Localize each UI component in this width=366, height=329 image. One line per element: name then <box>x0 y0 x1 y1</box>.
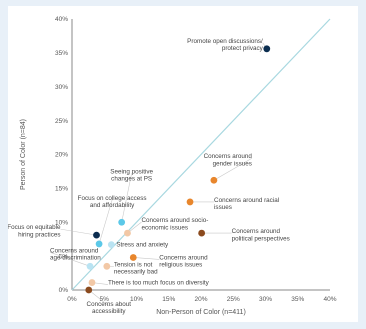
point-label: Concerns around religious issues <box>159 254 208 268</box>
x-tick-label: 5% <box>100 296 110 303</box>
x-tick-label: 40% <box>323 296 336 303</box>
y-tick-label: 15% <box>55 186 68 193</box>
data-point <box>103 262 111 270</box>
point-label: Concerns around racial issues <box>214 197 279 211</box>
point-label-leader <box>121 173 132 223</box>
point-label: Concerns around gender issues <box>204 153 253 167</box>
point-label: Seeing positive changes at PS <box>110 168 153 182</box>
data-point <box>186 198 194 206</box>
point-label: There is too much focus on diversity <box>108 280 210 287</box>
x-tick-label: 0% <box>67 296 77 303</box>
data-point <box>107 241 115 249</box>
y-tick-label: 35% <box>55 50 68 57</box>
point-label-leader <box>60 228 97 236</box>
y-axis-title: Person of Color (n=84) <box>20 119 27 190</box>
x-tick-label: 35% <box>291 296 304 303</box>
data-point <box>85 286 93 294</box>
y-tick-label: 10% <box>55 219 68 226</box>
data-point <box>88 279 96 286</box>
y-tick-label: 30% <box>55 84 68 91</box>
y-tick-label: 20% <box>55 152 68 159</box>
scatter-chart: 0%5%10%15%20%25%30%35%40%0%5%10%15%20%25… <box>7 16 336 316</box>
point-label: Concerns around socio-economic issues <box>141 217 208 231</box>
point-label: Stress and anxiety <box>116 242 169 249</box>
point-label-leader <box>213 157 253 181</box>
y-tick-label: 40% <box>55 16 68 23</box>
point-label: Focus on equitable hiring practices <box>8 224 61 238</box>
point-label-leader <box>133 257 160 260</box>
point-label: Tension is not necessarily bad <box>114 261 158 275</box>
data-point <box>124 229 131 237</box>
data-point <box>118 218 126 226</box>
data-point <box>129 254 137 261</box>
point-label: Focus on college access and affordability <box>78 195 147 209</box>
point-label: Concerns around political perspectives <box>232 228 290 242</box>
x-tick-label: 10% <box>130 296 143 303</box>
y-tick-label: 0% <box>59 287 69 294</box>
y-tick-label: 25% <box>55 118 68 125</box>
data-point <box>210 176 218 184</box>
x-axis-title: Non-Person of Color (n=411) <box>156 309 246 316</box>
point-label: Promote open discussions/protect privacy <box>187 38 263 52</box>
chart-frame: 0%5%10%15%20%25%30%35%40%0%5%10%15%20%25… <box>7 6 358 322</box>
data-point <box>86 262 94 270</box>
x-tick-label: 30% <box>259 296 272 303</box>
data-point <box>263 45 271 53</box>
data-point <box>93 231 100 239</box>
point-label: Concerns about accessibility <box>87 301 132 315</box>
reference-diagonal-line <box>71 18 331 291</box>
x-tick-label: 20% <box>194 296 207 303</box>
point-label-leader <box>98 199 113 245</box>
point-label: Concerns around age discrimination <box>50 247 101 261</box>
point-label-leader <box>88 289 109 307</box>
x-tick-label: 15% <box>162 296 175 303</box>
x-tick-label: 25% <box>227 296 240 303</box>
point-label-leader <box>49 252 91 267</box>
data-point <box>198 229 206 237</box>
data-point <box>95 240 103 248</box>
